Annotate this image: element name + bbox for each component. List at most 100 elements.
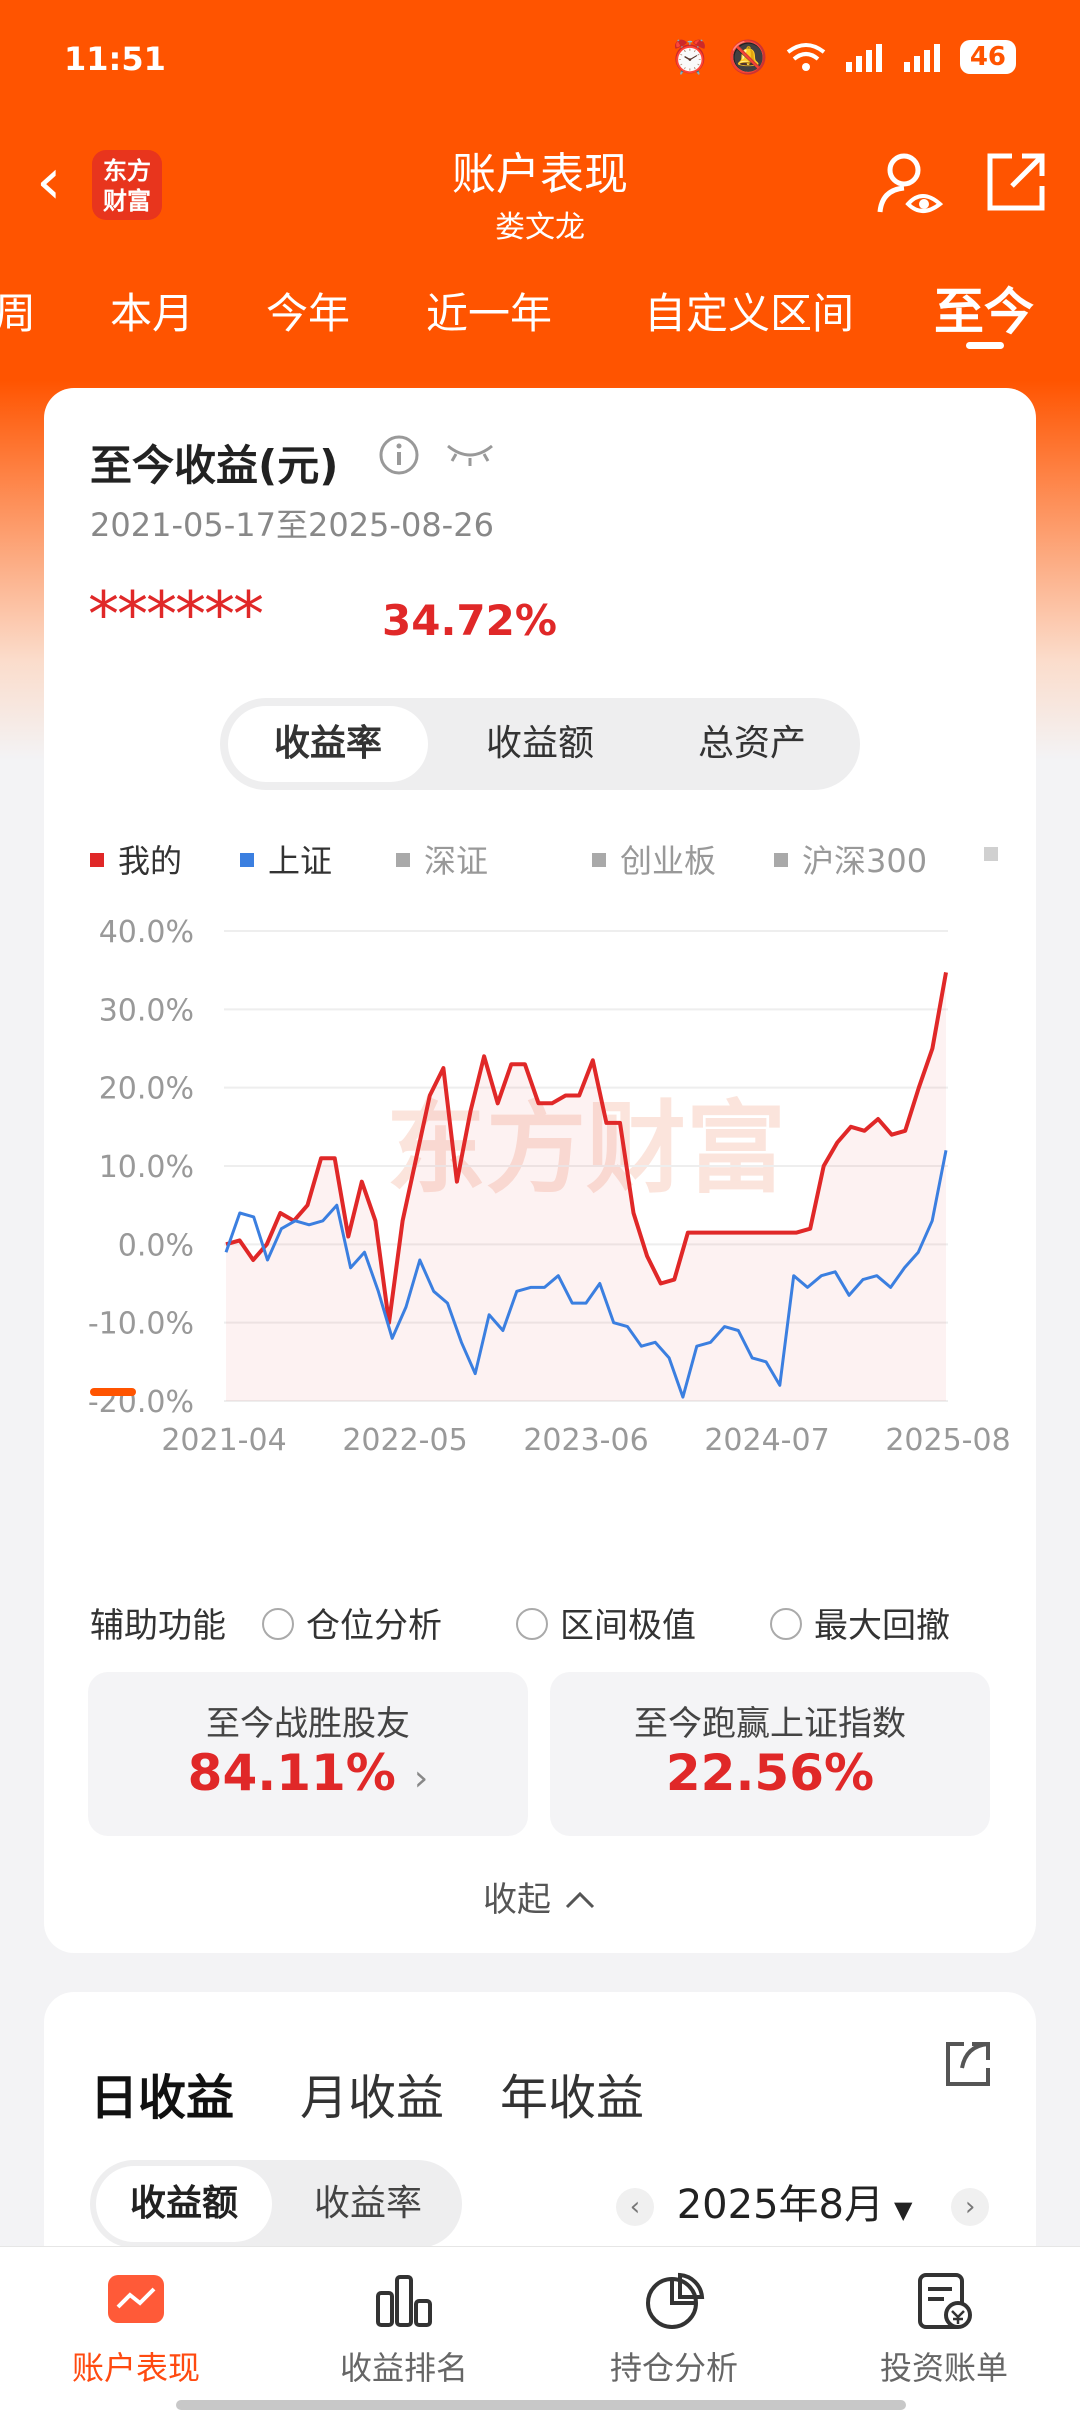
status-icons: ⏰ 🔕 46 xyxy=(670,38,1016,76)
masked-amount: ****** xyxy=(88,578,264,651)
x-tick-label: 2024-07 xyxy=(704,1423,829,1458)
x-tick-label: 2021-04 xyxy=(161,1423,286,1458)
nav-holdings[interactable]: 持仓分析 xyxy=(574,2271,774,2389)
tab-yearly[interactable]: 年收益 xyxy=(500,2070,645,2126)
toggle-amount[interactable]: 收益额 xyxy=(96,2166,272,2242)
hide-eye-icon[interactable] xyxy=(444,434,496,470)
battery-indicator: 46 xyxy=(959,40,1016,74)
prev-month-button[interactable]: ‹ xyxy=(616,2188,654,2226)
tab-this-month[interactable]: 本月 xyxy=(110,289,195,338)
active-tab-indicator xyxy=(966,342,1004,349)
period-tabs: 周 本月 今年 近一年 自定义区间 至今 xyxy=(0,280,1080,360)
collapse-label: 收起 xyxy=(483,1880,551,1920)
dropdown-icon[interactable]: ▼ xyxy=(893,2196,913,2224)
app-logo: 东方 财富 xyxy=(92,150,162,220)
stat-value: 22.56% xyxy=(665,1744,875,1802)
option-label: 仓位分析 xyxy=(306,1606,442,1646)
stat-label: 至今跑赢上证指数 xyxy=(634,1704,906,1744)
share-icon[interactable] xyxy=(984,150,1048,214)
x-tick-label: 2022-05 xyxy=(342,1423,467,1458)
bill-icon xyxy=(918,2273,972,2329)
ranking-icon xyxy=(376,2275,432,2327)
alarm-icon: ⏰ xyxy=(670,38,710,76)
chevron-up-icon xyxy=(565,1891,595,1909)
radio-icon xyxy=(262,1607,294,1640)
nav-label: 收益排名 xyxy=(339,2349,468,2387)
radio-icon xyxy=(770,1607,802,1640)
bottom-nav: 账户表现 收益排名 持仓分析 投资账单 xyxy=(0,2246,1080,2412)
nav-label: 投资账单 xyxy=(879,2349,1008,2387)
legend-shenzhen[interactable]: 深证 xyxy=(396,836,488,882)
logo-text-bottom: 财富 xyxy=(103,187,151,215)
page-subtitle: 娄文龙 xyxy=(495,210,585,245)
returns-metric-toggle: 收益额 收益率 xyxy=(90,2160,462,2248)
status-time: 11:51 xyxy=(64,40,166,78)
card-title: 至今收益(元) xyxy=(90,441,339,490)
radio-icon xyxy=(516,1607,548,1640)
privacy-eye-icon[interactable] xyxy=(874,150,944,220)
wifi-icon xyxy=(786,43,826,71)
option-label: 区间极值 xyxy=(560,1606,696,1646)
aux-label: 辅助功能 xyxy=(90,1606,226,1646)
legend-more xyxy=(984,836,1010,874)
x-tick-label: 2025-08 xyxy=(885,1423,1010,1458)
month-selector: ‹ 2025年8月 ▼ › xyxy=(616,2172,990,2230)
nav-ranking[interactable]: 收益排名 xyxy=(304,2271,504,2389)
info-icon[interactable] xyxy=(378,434,420,476)
signal-icon xyxy=(845,44,882,72)
collapse-button[interactable]: 收起 xyxy=(44,1872,1036,1921)
nav-performance[interactable]: 账户表现 xyxy=(36,2271,236,2389)
page-title: 账户表现 xyxy=(452,149,628,200)
option-label: 最大回撤 xyxy=(814,1606,950,1646)
logo-text-top: 东方 xyxy=(103,157,151,185)
return-chart: 东方财富40.0%30.0%20.0%10.0%0.0%-10.0%-20.0%… xyxy=(88,915,1011,1458)
signal-icon-2 xyxy=(903,44,940,72)
metric-return-rate[interactable]: 收益率 xyxy=(228,706,428,782)
chart-legend: 我的 上证 深证 创业板 沪深300 xyxy=(90,836,1010,886)
legend-shanghai[interactable]: 上证 xyxy=(240,836,332,882)
legend-chinext[interactable]: 创业板 xyxy=(592,836,716,882)
option-max-drawdown[interactable]: 最大回撤 xyxy=(770,1598,950,1647)
performance-card: 至今收益(元) 2021-05-17至2025-08-26 ****** 34.… xyxy=(44,388,1036,1953)
export-icon[interactable] xyxy=(942,2038,994,2090)
series-area-mine xyxy=(226,972,946,1401)
y-tick-label: 10.0% xyxy=(99,1150,194,1185)
series-line-shanghai xyxy=(224,1150,948,1399)
home-indicator xyxy=(176,2400,906,2410)
series-line-mine xyxy=(225,972,948,1325)
option-range-extremes[interactable]: 区间极值 xyxy=(516,1598,696,1647)
y-tick-label: 20.0% xyxy=(99,1072,194,1107)
tab-this-year[interactable]: 今年 xyxy=(266,289,351,338)
next-month-button[interactable]: › xyxy=(951,2188,990,2226)
chevron-right-icon: › xyxy=(413,1758,429,1799)
metric-return-amount[interactable]: 收益额 xyxy=(485,723,594,764)
return-percentage: 34.72% xyxy=(382,596,557,645)
returns-tab-indicator xyxy=(90,1388,136,1396)
toggle-rate[interactable]: 收益率 xyxy=(313,2183,422,2224)
tab-custom-range[interactable]: 自定义区间 xyxy=(644,289,855,338)
beat-peers-stat[interactable]: 至今战胜股友 84.11% › xyxy=(88,1672,528,1836)
y-tick-label: 40.0% xyxy=(99,915,194,950)
app-header: ‹ 东方 财富 账户表现 娄文龙 xyxy=(0,120,1080,250)
mute-icon: 🔕 xyxy=(727,38,768,76)
tab-daily[interactable]: 日收益 xyxy=(90,2070,235,2126)
tab-week[interactable]: 周 xyxy=(0,289,37,338)
nav-bills[interactable]: 投资账单 xyxy=(844,2271,1044,2389)
stat-value: 84.11% › xyxy=(187,1744,429,1802)
tab-all-time[interactable]: 至今 xyxy=(934,283,1034,341)
y-tick-label: 0.0% xyxy=(118,1228,194,1263)
metric-total-assets[interactable]: 总资产 xyxy=(697,723,806,764)
x-tick-label: 2023-06 xyxy=(523,1423,648,1458)
tab-monthly[interactable]: 月收益 xyxy=(300,2070,445,2126)
option-position-analysis[interactable]: 仓位分析 xyxy=(262,1598,442,1647)
beat-index-stat: 至今跑赢上证指数 22.56% xyxy=(550,1672,990,1836)
nav-label: 账户表现 xyxy=(71,2349,200,2387)
legend-csi300[interactable]: 沪深300 xyxy=(774,836,927,882)
tab-last-year[interactable]: 近一年 xyxy=(426,289,553,338)
performance-icon xyxy=(108,2275,164,2323)
month-label[interactable]: 2025年8月 xyxy=(676,2182,884,2228)
legend-mine[interactable]: 我的 xyxy=(90,836,182,882)
y-tick-label: -10.0% xyxy=(88,1307,194,1342)
back-button[interactable]: ‹ xyxy=(36,145,62,219)
y-tick-label: 30.0% xyxy=(99,993,194,1028)
